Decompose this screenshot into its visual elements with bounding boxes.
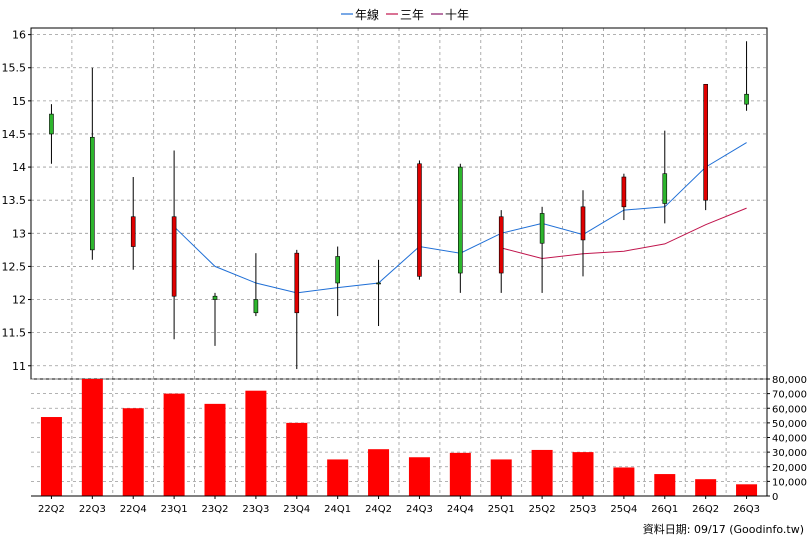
x-tick-label: 22Q3 [79,504,106,515]
volume-bar [695,479,717,496]
volume-bar [449,452,471,496]
candle-body [49,113,54,135]
candle-body [90,136,95,251]
volume-tick-label: 80,000 [772,375,807,386]
volume-bar [245,390,267,496]
volume-bar [531,449,553,496]
volume-bar [163,393,185,496]
volume-tick-label: 0 [772,492,778,503]
legend-label: 十年 [445,8,469,22]
candle-body [212,295,218,300]
price-tick-label: 11 [12,360,26,373]
x-tick-label: 23Q3 [242,504,269,515]
legend: 年線 三年 十年 [341,7,469,22]
price-tick-label: 13.5 [2,194,27,207]
candle-body [458,166,463,274]
x-tick-label: 25Q3 [570,504,597,515]
x-tick-label: 24Q3 [406,504,433,515]
x-tick-label: 23Q2 [202,504,229,515]
candle-body [498,216,504,274]
price-tick-label: 14.5 [2,128,27,141]
volume-bar [81,379,103,496]
x-tick-label: 23Q1 [161,504,188,515]
legend-label: 年線 [355,7,379,22]
volume-bar [40,417,62,496]
price-tick-label: 13 [12,227,26,240]
price-tick-label: 15.5 [2,62,27,75]
x-tick-label: 24Q2 [365,504,392,515]
price-tick-label: 12 [12,294,26,307]
volume-tick-label: 60,000 [772,404,807,415]
x-tick-label: 22Q2 [38,504,65,515]
x-tick-label: 22Q4 [120,504,147,515]
volume-bar [327,459,349,496]
price-tick-label: 15 [12,95,26,108]
x-tick-label: 23Q4 [283,504,310,515]
volume-bar [408,457,430,496]
price-tick-label: 14 [12,161,26,174]
legend-label: 三年 [400,8,424,22]
candle-body [621,176,627,208]
candle-body [580,206,586,241]
candle-body [253,299,259,314]
x-tick-label: 26Q1 [651,504,678,515]
x-tick-label: 25Q2 [529,504,556,515]
candle-body [335,256,340,284]
source-label: 資料日期: 09/17 (Goodinfo.tw) [643,522,804,536]
candle-body [171,216,177,297]
price-tick-label: 11.5 [2,327,27,340]
volume-bar [490,459,512,496]
x-axis: 22Q2 22Q3 22Q4 23Q1 23Q2 23Q3 23Q4 24Q1 24Q2 24Q3… [38,496,760,515]
candle-body [662,173,668,204]
volume-panel: 0 10,000 20,000 30,000 40,000 50,000 60,000 70,… [30,28,807,503]
x-tick-label: 26Q2 [692,504,719,515]
volume-tick-label: 20,000 [772,463,807,474]
x-tick-label: 26Q3 [733,504,760,515]
volume-tick-label: 30,000 [772,448,807,459]
x-tick-label: 25Q1 [488,504,515,515]
volume-bar [286,422,308,496]
candle-body [417,163,422,277]
candle-body [703,83,708,201]
candle-body [744,93,749,105]
volume-tick-label: 70,000 [772,390,807,401]
volume-tick-label: 50,000 [772,419,807,430]
volume-tick-label: 40,000 [772,434,807,445]
volume-bar [122,408,144,496]
x-tick-label: 24Q1 [324,504,351,515]
x-tick-label: 25Q4 [610,504,637,515]
volume-bar [572,452,594,496]
volume-bar [654,474,676,496]
volume-bar [613,467,635,496]
candle-body [539,213,545,244]
price-tick-label: 12.5 [2,260,27,273]
volume-bar [204,403,226,496]
candle-body [130,216,136,247]
volume-bar [736,484,758,496]
price-panel: 11 11.5 12 12.5 13 13.5 14 14.5 15 15.5 16 [2,27,768,496]
x-tick-label: 24Q4 [447,504,474,515]
price-tick-label: 16 [12,29,26,42]
candle-body [294,252,300,314]
candle-body [376,282,381,285]
volume-tick-label: 10,000 [772,477,807,488]
volume-bar [368,449,390,496]
